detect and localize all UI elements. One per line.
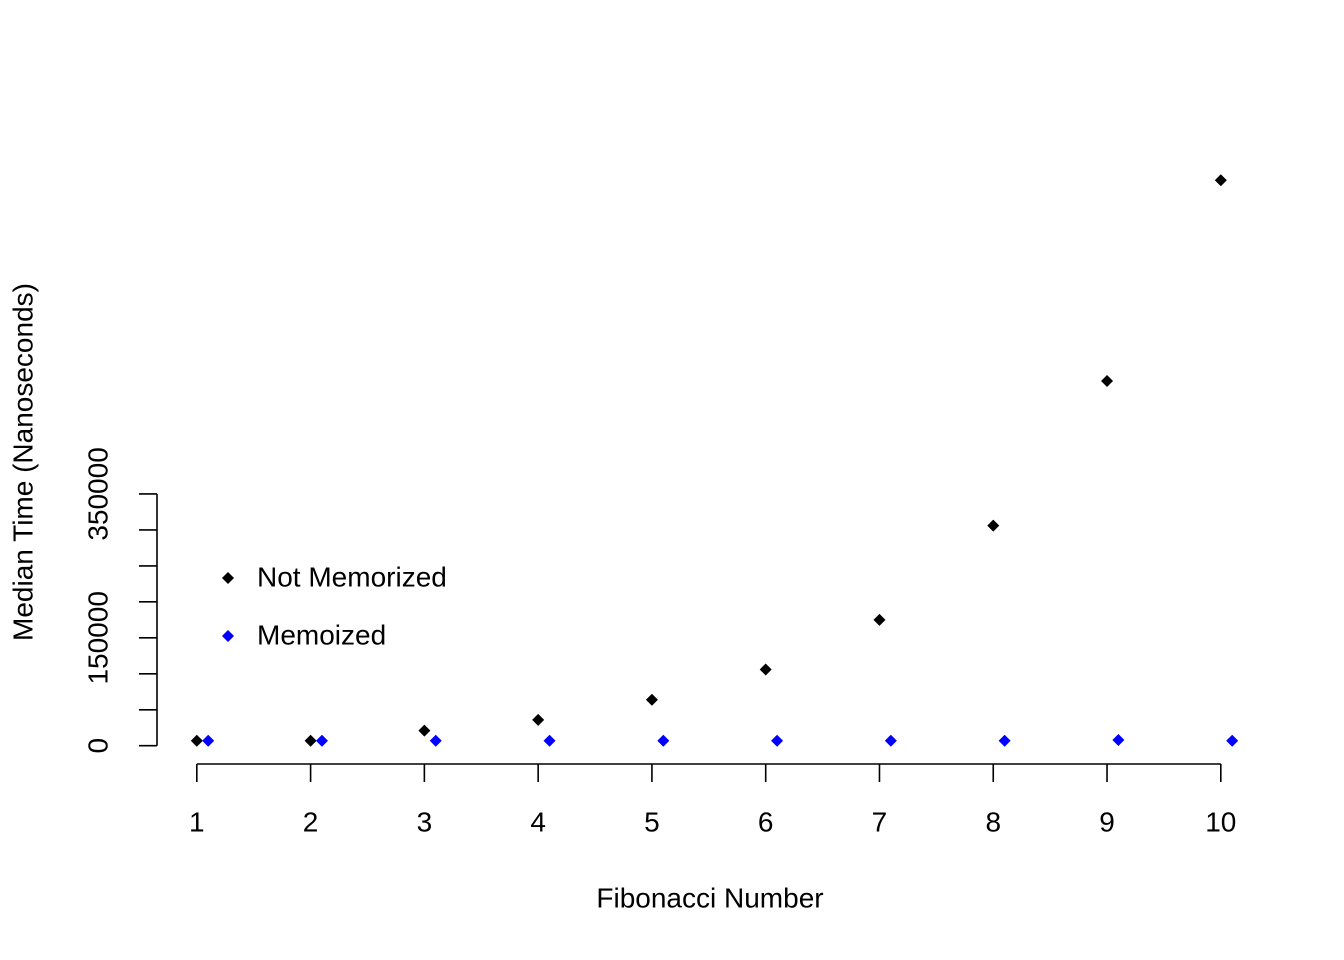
- x-tick-label: 10: [1205, 806, 1236, 837]
- y-tick-label: 0: [82, 738, 113, 754]
- point: [657, 734, 670, 747]
- point: [1226, 734, 1239, 747]
- point: [532, 713, 545, 726]
- point: [429, 734, 442, 747]
- x-tick-label: 2: [303, 806, 319, 837]
- point: [418, 724, 431, 737]
- x-tick-label: 9: [1099, 806, 1115, 837]
- legend-label: Memoized: [257, 619, 386, 650]
- legend-marker: [222, 572, 234, 584]
- point: [987, 519, 1000, 532]
- y-tick-label: 350000: [82, 447, 113, 540]
- point: [304, 734, 317, 747]
- x-tick-label: 4: [530, 806, 546, 837]
- point: [759, 663, 772, 676]
- y-tick-label: 150000: [82, 591, 113, 684]
- point: [884, 734, 897, 747]
- point: [190, 734, 203, 747]
- point: [1112, 733, 1125, 746]
- point: [1101, 375, 1114, 388]
- point: [998, 734, 1011, 747]
- x-tick-label: 7: [872, 806, 888, 837]
- point: [202, 734, 215, 747]
- point: [645, 693, 658, 706]
- point: [315, 734, 328, 747]
- x-tick-label: 6: [758, 806, 774, 837]
- point: [543, 734, 556, 747]
- x-tick-label: 3: [417, 806, 433, 837]
- x-tick-label: 8: [985, 806, 1001, 837]
- y-axis-label: Median Time (Nanoseconds): [7, 283, 38, 641]
- point: [873, 613, 886, 626]
- legend-label: Not Memorized: [257, 561, 447, 592]
- x-axis-label: Fibonacci Number: [596, 882, 823, 913]
- x-tick-label: 1: [189, 806, 205, 837]
- point: [771, 734, 784, 747]
- point: [1214, 174, 1227, 187]
- x-tick-label: 5: [644, 806, 660, 837]
- legend-marker: [222, 630, 234, 642]
